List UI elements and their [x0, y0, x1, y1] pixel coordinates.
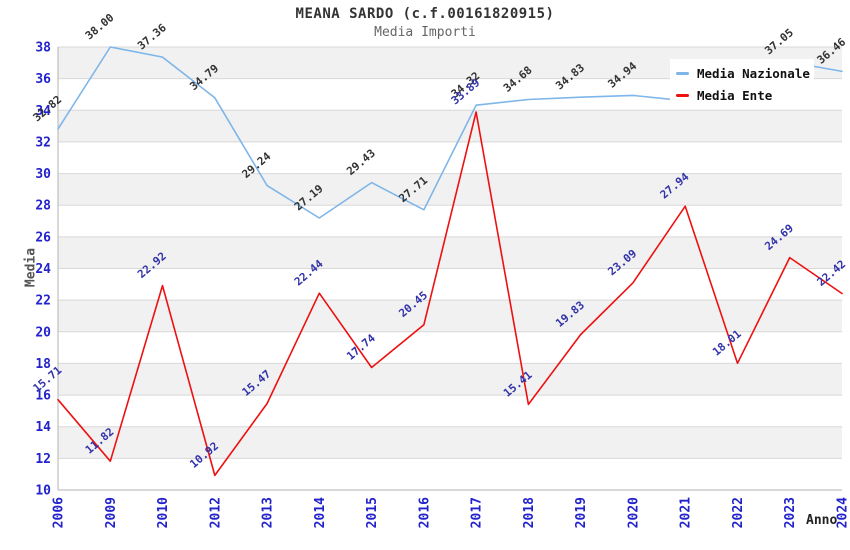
chart-subtitle: Media Importi [374, 25, 476, 40]
plot-band [58, 236, 842, 269]
y-tick-label: 36 [35, 72, 51, 87]
y-axis-title: Media [23, 247, 39, 288]
y-tick-label: 28 [35, 199, 51, 214]
legend: Media Nazionale Media Ente [670, 59, 814, 109]
y-tick-label: 32 [35, 135, 51, 150]
data-label: 38.00 [83, 11, 117, 42]
x-tick-label: 2010 [156, 497, 171, 528]
y-tick-label: 14 [35, 420, 51, 435]
plot-band [58, 300, 842, 332]
y-tick-label: 34 [35, 104, 51, 119]
x-tick-label: 2023 [783, 497, 798, 528]
y-tick-label: 12 [35, 452, 51, 467]
y-tick-label: 10 [35, 484, 51, 499]
plot-band [58, 110, 842, 142]
plot-band [58, 173, 842, 206]
x-tick-label: 2012 [208, 497, 223, 528]
y-tick-label: 26 [35, 230, 51, 245]
y-tick-label: 16 [35, 389, 51, 404]
x-tick-label: 2015 [365, 497, 380, 528]
legend-item-media-ente[interactable]: Media Ente [674, 84, 814, 106]
y-tick-label: 30 [35, 167, 51, 182]
plot-band [58, 426, 842, 459]
y-tick-label: 22 [35, 294, 51, 309]
legend-label-media-ente: Media Ente [697, 87, 773, 103]
x-tick-label: 2013 [261, 497, 276, 528]
legend-line-swatch-red-icon [676, 93, 689, 97]
y-tick-label: 20 [35, 325, 51, 340]
chart-title: MEANA SARDO (c.f.00161820915) [295, 6, 555, 22]
x-tick-label: 2017 [470, 497, 485, 528]
series-line-media-ente [57, 111, 843, 477]
x-tick-label: 2018 [522, 497, 537, 528]
x-axis-title: Anno [806, 513, 838, 528]
x-tick-label: 2014 [313, 497, 328, 528]
x-tick-label: 2021 [679, 497, 694, 528]
x-tick-label: 2006 [52, 497, 67, 528]
legend-item-media-nazionale[interactable]: Media Nazionale [674, 62, 814, 84]
y-tick-label: 18 [35, 357, 51, 372]
legend-line-swatch-blue-icon [676, 71, 689, 75]
x-tick-label: 2024 [836, 497, 850, 528]
x-tick-label: 2016 [417, 497, 432, 528]
legend-label-media-nazionale: Media Nazionale [697, 65, 810, 81]
x-tick-label: 2019 [574, 497, 589, 528]
x-tick-label: 2020 [626, 497, 641, 528]
y-tick-label: 38 [35, 41, 51, 56]
x-tick-label: 2022 [731, 497, 746, 528]
y-tick-label: 24 [35, 262, 51, 277]
x-tick-label: 2009 [104, 497, 119, 528]
plot-band [58, 363, 842, 396]
